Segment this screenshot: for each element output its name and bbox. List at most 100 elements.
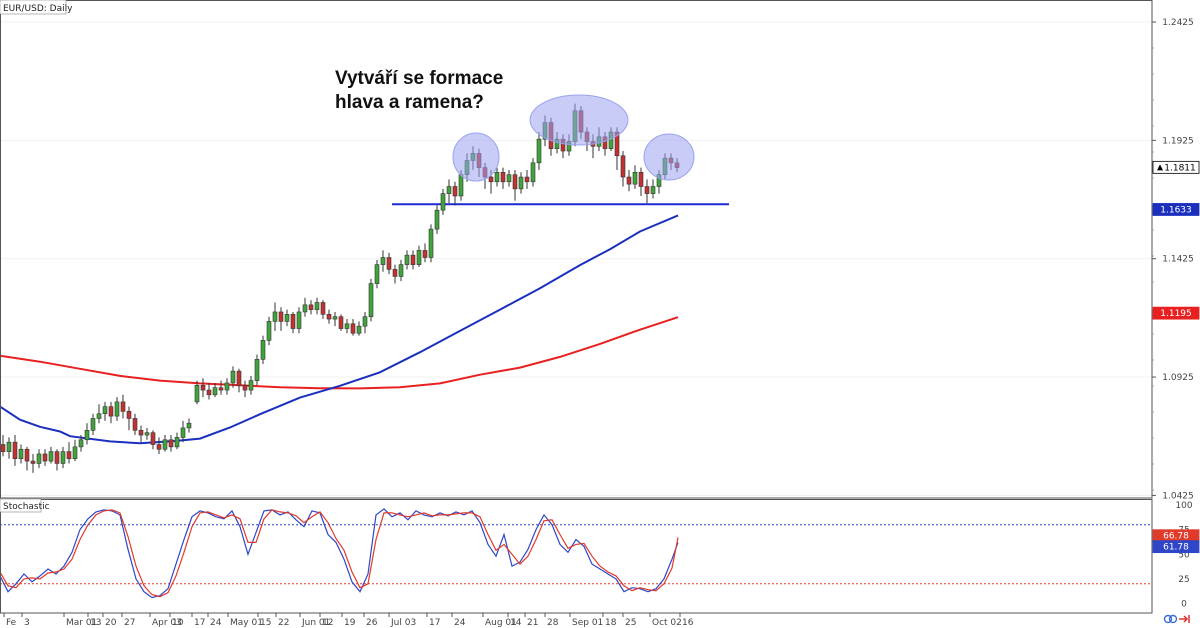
candle-body	[120, 401, 126, 412]
candle-body	[518, 176, 524, 190]
candle-body	[272, 311, 278, 322]
candle-body	[150, 432, 156, 445]
candle-body	[488, 176, 494, 183]
candle-body	[374, 264, 380, 284]
x-tick-label: 16	[682, 618, 694, 628]
current-price-arrow-icon	[1157, 164, 1163, 171]
candle-body	[290, 314, 296, 329]
candle	[638, 167, 644, 196]
candle-body	[458, 174, 464, 197]
candle	[452, 181, 458, 206]
candle-body	[108, 406, 114, 417]
candle	[66, 442, 72, 464]
candle	[60, 446, 66, 469]
x-tick-label: 18	[605, 618, 617, 628]
candle	[500, 167, 506, 189]
candle-body	[392, 269, 398, 277]
candle	[218, 380, 224, 395]
scroll-to-end-icon[interactable]	[1179, 615, 1190, 623]
candle-body	[218, 387, 224, 391]
candle	[386, 252, 392, 275]
candle-body	[156, 444, 162, 450]
x-tick-label: 13	[90, 618, 101, 628]
osc-price-tag-label: 61.78	[1163, 543, 1189, 553]
candle	[422, 243, 428, 263]
candle	[174, 432, 180, 450]
candle-body	[42, 453, 48, 462]
price-tag: 1.1811	[1152, 160, 1200, 174]
candle	[224, 378, 230, 395]
candle-body	[162, 439, 168, 450]
candle	[392, 264, 398, 284]
candle	[320, 300, 326, 320]
candle-body	[650, 186, 656, 194]
osc-price-tag-box	[1152, 540, 1200, 554]
y-tick-label: 1.0925	[1162, 373, 1194, 383]
osc-price-tag: 66.78	[1152, 529, 1200, 543]
x-tick-label: Mar 01	[66, 618, 97, 628]
candle-body	[96, 413, 102, 419]
candle	[416, 245, 422, 267]
candle-body	[212, 387, 218, 396]
candle	[156, 437, 162, 454]
candle	[620, 151, 626, 187]
price-tag-label: 1.1633	[1160, 205, 1192, 215]
candle-body	[350, 323, 356, 334]
x-tick-label: 3	[24, 618, 30, 628]
candle-body	[194, 385, 200, 403]
candle	[24, 446, 30, 471]
osc-tick-label: 0	[1181, 600, 1187, 610]
main-label-box	[0, 0, 67, 15]
candle-body	[24, 448, 30, 462]
candle	[260, 335, 266, 365]
price-tag: 1.1195	[1152, 306, 1200, 320]
candle	[120, 394, 126, 419]
candle	[362, 311, 368, 334]
candle-body	[380, 257, 386, 265]
candle	[410, 250, 416, 270]
x-tick-label: Apr 03	[152, 618, 182, 628]
candle	[290, 311, 296, 334]
candle-body	[254, 358, 260, 381]
x-tick-label: 20	[105, 618, 117, 628]
x-tick-label: 17	[194, 618, 205, 628]
candle	[512, 169, 518, 201]
head-highlight	[529, 94, 629, 146]
y-tick-label: 1.0425	[1162, 491, 1194, 501]
candle-body	[36, 453, 42, 464]
candle-body	[48, 451, 54, 462]
x-tick-label: 27	[124, 618, 135, 628]
left-shoulder-highlight	[452, 132, 500, 182]
candle-body	[338, 316, 344, 329]
right-shoulder-highlight	[643, 133, 695, 181]
osc-label-box	[0, 498, 42, 513]
candle	[356, 321, 362, 336]
candle	[644, 179, 650, 204]
candle-body	[416, 250, 422, 265]
candle-body	[248, 380, 254, 391]
osc-tick-label: 25	[1178, 575, 1189, 585]
osc-price-tag-label: 66.78	[1163, 532, 1189, 542]
annotation-line-2: hlava a ramena?	[335, 92, 484, 113]
candle	[626, 169, 632, 192]
candle	[132, 413, 138, 436]
candle-body	[326, 314, 332, 320]
x-tick-label: Jun 01	[301, 618, 330, 628]
candle-body	[66, 451, 72, 460]
candle	[96, 404, 102, 424]
candle-body	[260, 340, 266, 360]
settings-icon[interactable]	[1163, 614, 1178, 624]
candle	[78, 435, 84, 452]
price-tag-box	[1152, 306, 1200, 320]
candle	[84, 423, 90, 445]
candle	[54, 449, 60, 471]
candle-body	[302, 304, 308, 313]
y-tick-label: 1.1925	[1162, 136, 1194, 146]
candle-body	[536, 138, 542, 164]
candle	[380, 250, 386, 272]
x-tick-label: 25	[625, 618, 636, 628]
price-tag-label: 1.1811	[1164, 163, 1196, 173]
stoch-k-line	[0, 508, 679, 599]
candle	[506, 169, 512, 187]
candle-body	[72, 446, 78, 460]
